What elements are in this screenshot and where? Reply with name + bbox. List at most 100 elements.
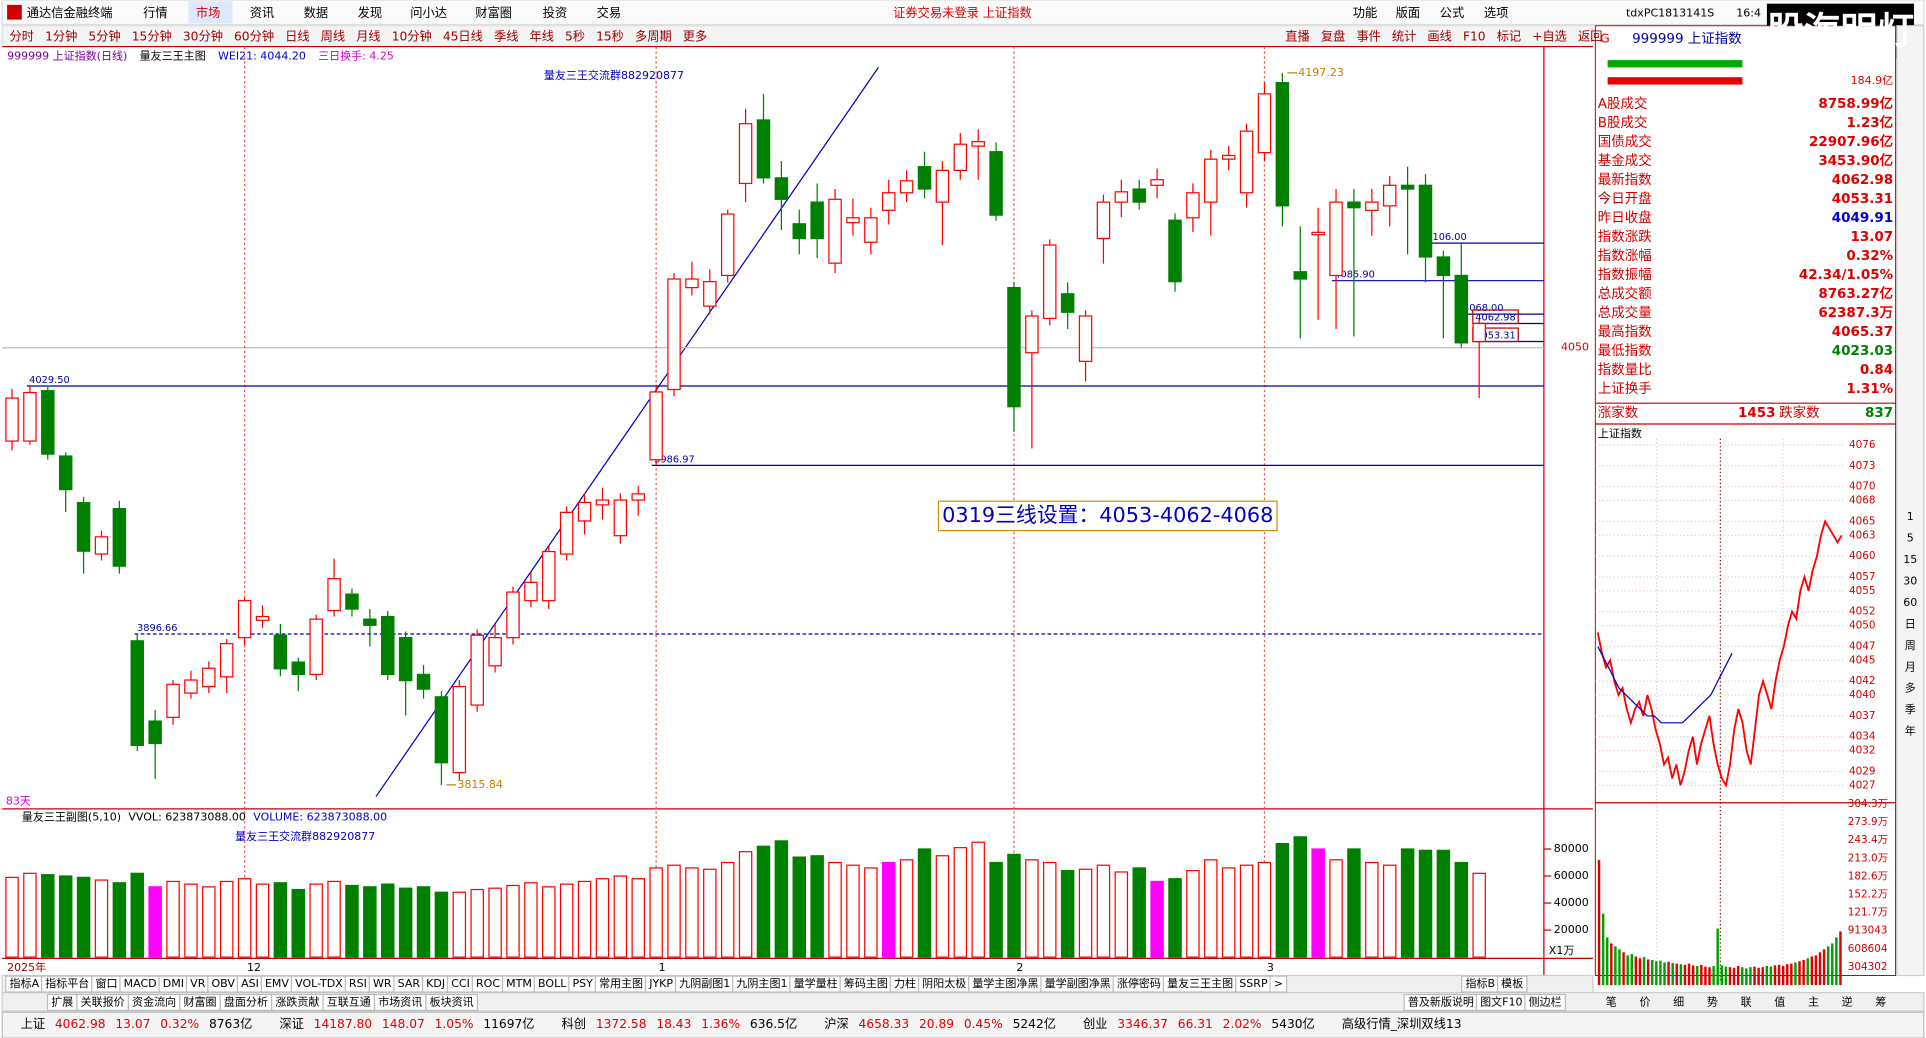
side-icon[interactable]: 30 xyxy=(1903,575,1917,588)
side-tab[interactable]: 细 xyxy=(1673,995,1684,1008)
period-tab[interactable]: 季线 xyxy=(494,29,519,43)
info-tab[interactable]: 扩展 xyxy=(51,994,73,1008)
indicator-tab[interactable]: WR xyxy=(373,977,392,990)
indicator-tab[interactable]: 量友三王主图 xyxy=(1167,976,1233,990)
indicator-tab[interactable]: 常用主图 xyxy=(599,977,643,990)
indicator-tab[interactable]: 模板 xyxy=(1501,976,1523,990)
period-tab[interactable]: 15秒 xyxy=(596,29,624,43)
side-icon[interactable]: 60 xyxy=(1903,596,1917,609)
indicator-tab[interactable]: 量学主图净黑 xyxy=(972,976,1038,990)
indicator-tab[interactable]: 窗口 xyxy=(95,976,117,990)
period-tab[interactable]: 60分钟 xyxy=(234,28,274,43)
indicator-tab[interactable]: VR xyxy=(190,977,206,990)
info-tab[interactable]: 涨跌贡献 xyxy=(275,994,319,1008)
period-tab[interactable]: 10分钟 xyxy=(392,28,432,43)
info-tab[interactable]: 市场资讯 xyxy=(378,994,422,1008)
period-tab[interactable]: 1分钟 xyxy=(45,28,77,43)
side-icon[interactable]: 15 xyxy=(1903,553,1917,566)
indicator-tab[interactable]: MACD xyxy=(124,977,157,990)
indicator-tab[interactable]: > xyxy=(1274,977,1283,990)
indicator-tab[interactable]: VOL-TDX xyxy=(295,977,343,990)
menu-item[interactable]: 行情 xyxy=(143,6,168,20)
info-tab[interactable]: 资金流向 xyxy=(132,994,176,1008)
side-icon[interactable]: 5 xyxy=(1907,532,1914,545)
indicator-tab[interactable]: KDJ xyxy=(426,977,445,990)
info-tab[interactable]: 板块资讯 xyxy=(430,994,474,1008)
side-icon[interactable]: 多 xyxy=(1905,681,1916,695)
side-icon[interactable]: 季 xyxy=(1905,703,1916,716)
menu-item[interactable]: 市场 xyxy=(196,5,221,20)
period-tab[interactable]: 年线 xyxy=(529,29,554,43)
indicator-tab[interactable]: 九阴副图1 xyxy=(679,977,730,990)
info-tab[interactable]: 关联报价 xyxy=(81,994,125,1008)
menu-right[interactable]: 版面 xyxy=(1396,6,1421,20)
side-tab[interactable]: 主 xyxy=(1808,995,1819,1008)
side-tab[interactable]: 联 xyxy=(1741,995,1752,1008)
menu-right[interactable]: 公式 xyxy=(1440,6,1465,20)
side-tab[interactable]: 势 xyxy=(1707,995,1718,1008)
indicator-tab[interactable]: PSY xyxy=(572,977,593,990)
side-icon[interactable]: 日 xyxy=(1905,617,1916,630)
period-tab[interactable]: 30分钟 xyxy=(183,28,223,43)
indicator-tab[interactable]: 力柱 xyxy=(894,976,916,990)
indicator-tab[interactable]: JYKP xyxy=(648,977,673,990)
indicator-tab[interactable]: 九阴主图1 xyxy=(736,977,787,990)
menu-item[interactable]: 财富圈 xyxy=(475,5,512,20)
tool-tab[interactable]: +自选 xyxy=(1532,29,1567,43)
period-tab[interactable]: 分时 xyxy=(10,29,35,43)
menu-item[interactable]: 发现 xyxy=(358,5,383,20)
tool-tab[interactable]: 标记 xyxy=(1497,29,1522,43)
side-tab[interactable]: 筹 xyxy=(1875,994,1886,1008)
indicator-tab[interactable]: RSI xyxy=(349,977,367,990)
info-tab[interactable]: 图文F10 xyxy=(1480,994,1522,1008)
menu-item[interactable]: 资讯 xyxy=(250,6,275,20)
indicator-tab[interactable]: SSRP xyxy=(1239,977,1268,990)
side-icon[interactable]: 周 xyxy=(1905,639,1916,652)
tool-tab[interactable]: 返回 xyxy=(1578,29,1603,43)
info-tab[interactable]: 普及新版说明 xyxy=(1408,994,1474,1008)
indicator-tab[interactable]: ASI xyxy=(241,977,259,990)
indicator-tab[interactable]: 指标A xyxy=(10,976,40,990)
indicator-tab[interactable]: 阴阳太极 xyxy=(922,976,966,990)
menu-item[interactable]: 问小达 xyxy=(410,6,447,20)
tool-tab[interactable]: 画线 xyxy=(1427,29,1452,43)
menu-right[interactable]: 选项 xyxy=(1484,6,1509,20)
indicator-tab[interactable]: 指标B xyxy=(1465,976,1495,990)
info-tab[interactable]: 侧边栏 xyxy=(1529,994,1562,1008)
side-icon[interactable]: 1 xyxy=(1907,510,1914,523)
period-tab[interactable]: 15分钟 xyxy=(132,28,172,43)
side-icon[interactable]: 年 xyxy=(1905,724,1916,738)
indicator-tab[interactable]: OBV xyxy=(212,977,236,990)
tool-tab[interactable]: 统计 xyxy=(1392,29,1417,43)
menu-item[interactable]: 交易 xyxy=(597,5,622,20)
info-tab[interactable]: 互联互通 xyxy=(327,995,371,1008)
tool-tab[interactable]: F10 xyxy=(1463,29,1486,43)
indicator-tab[interactable]: MTM xyxy=(506,977,532,990)
side-tab[interactable]: 值 xyxy=(1774,995,1785,1008)
tool-tab[interactable]: 事件 xyxy=(1356,29,1381,43)
indicator-tab[interactable]: 量学量柱 xyxy=(794,976,838,990)
indicator-tab[interactable]: EMV xyxy=(265,977,289,990)
info-tab[interactable]: 财富圈 xyxy=(183,994,216,1008)
indicator-tab[interactable]: 指标平台 xyxy=(45,976,89,990)
side-tab[interactable]: 逆 xyxy=(1842,994,1853,1008)
side-tab[interactable]: 笔 xyxy=(1606,994,1617,1008)
side-tab[interactable]: 价 xyxy=(1639,995,1650,1008)
menu-item[interactable]: 数据 xyxy=(304,5,329,20)
indicator-tab[interactable]: 量学副图净黑 xyxy=(1045,976,1111,990)
indicator-tab[interactable]: BOLL xyxy=(538,977,567,990)
menu-right[interactable]: 功能 xyxy=(1353,6,1378,20)
period-tab[interactable]: 多周期 xyxy=(635,29,672,43)
period-tab[interactable]: 5分钟 xyxy=(88,28,120,43)
indicator-tab[interactable]: SAR xyxy=(398,977,421,990)
indicator-tab[interactable]: CCI xyxy=(451,977,470,990)
period-tab[interactable]: 月线 xyxy=(356,29,381,43)
info-tab[interactable]: 盘面分析 xyxy=(224,994,268,1008)
period-tab[interactable]: 更多 xyxy=(683,29,708,43)
indicator-tab[interactable]: 筹码主图 xyxy=(844,976,888,990)
period-tab[interactable]: 日线 xyxy=(285,29,310,43)
indicator-tab[interactable]: ROC xyxy=(476,977,500,990)
menu-item[interactable]: 投资 xyxy=(543,5,568,20)
side-icon[interactable]: 月 xyxy=(1905,660,1916,673)
period-tab[interactable]: 5秒 xyxy=(565,29,585,43)
